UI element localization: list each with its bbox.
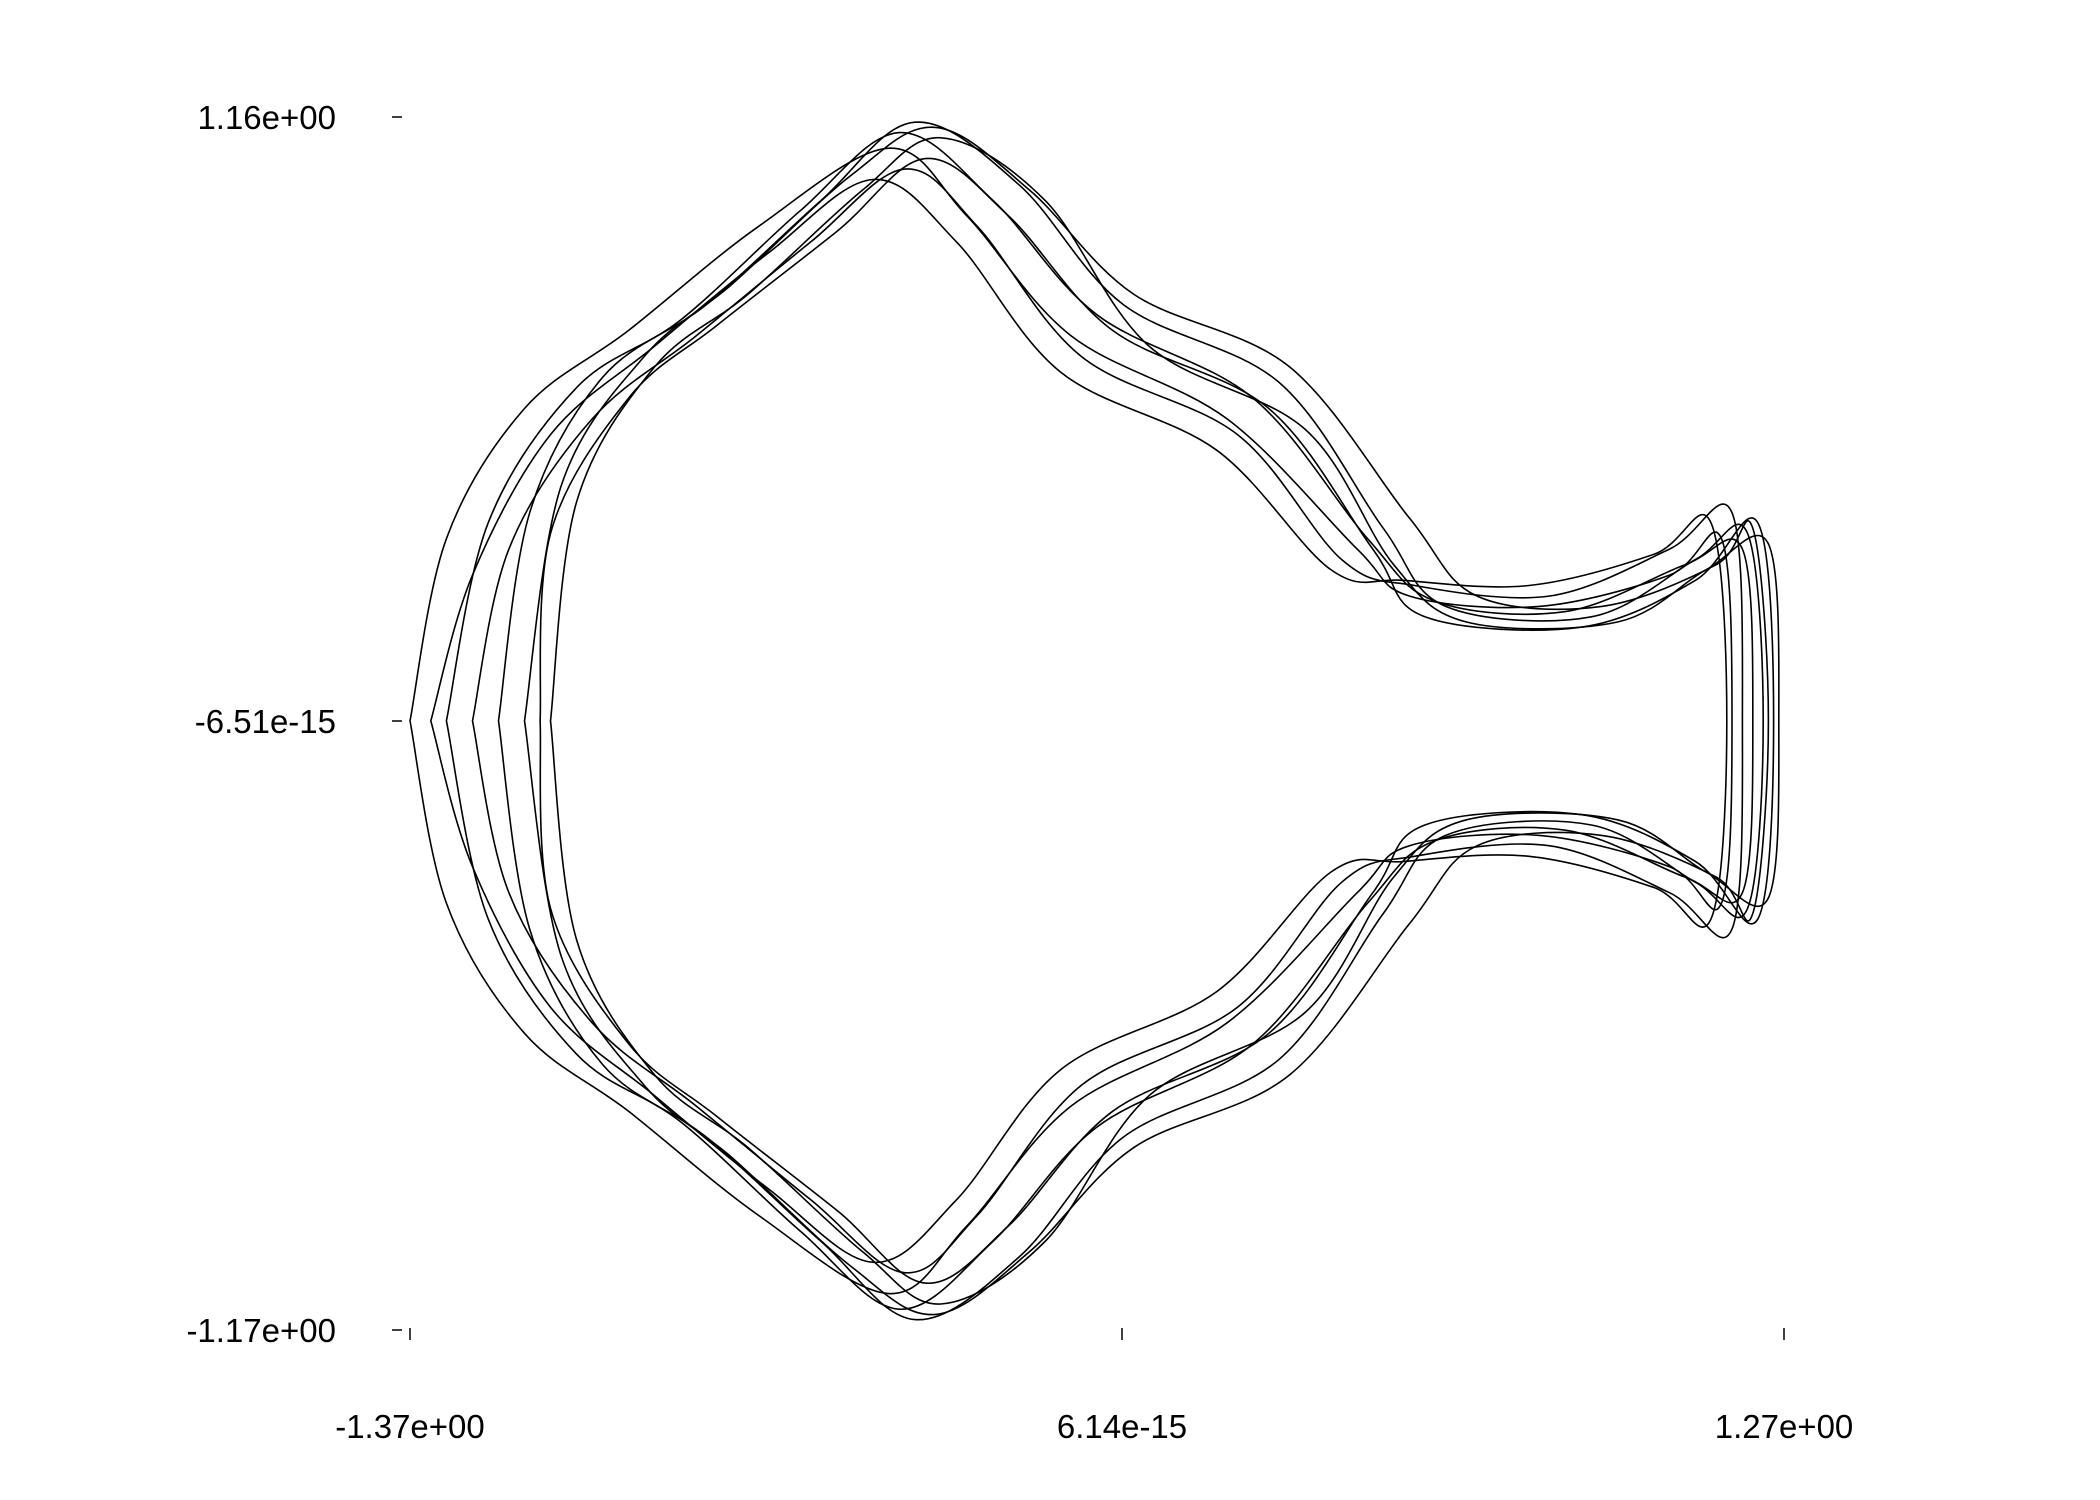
trajectory-line-2 (445, 131, 1754, 1311)
trajectory-layer (409, 121, 1780, 1321)
trajectory-line-6 (471, 168, 1744, 1274)
y-tick-label-top: 1.16e+00 (197, 99, 336, 136)
x-tick-label-mid: 6.14e-15 (1057, 1408, 1187, 1445)
y-tick-label-bottom: -1.17e+00 (186, 1312, 336, 1349)
trajectory-line-3 (497, 121, 1764, 1321)
x-tick-label-right: 1.27e+00 (1715, 1408, 1854, 1445)
trajectory-line-5 (549, 136, 1780, 1305)
trajectory-line-7 (430, 178, 1728, 1264)
trajectory-line-4 (539, 157, 1775, 1284)
y-tick-label-mid: -6.51e-15 (195, 703, 336, 740)
trajectory-line-8 (523, 126, 1770, 1316)
trajectory-line-1 (409, 147, 1733, 1295)
x-tick-label-left: -1.37e+00 (335, 1408, 485, 1445)
